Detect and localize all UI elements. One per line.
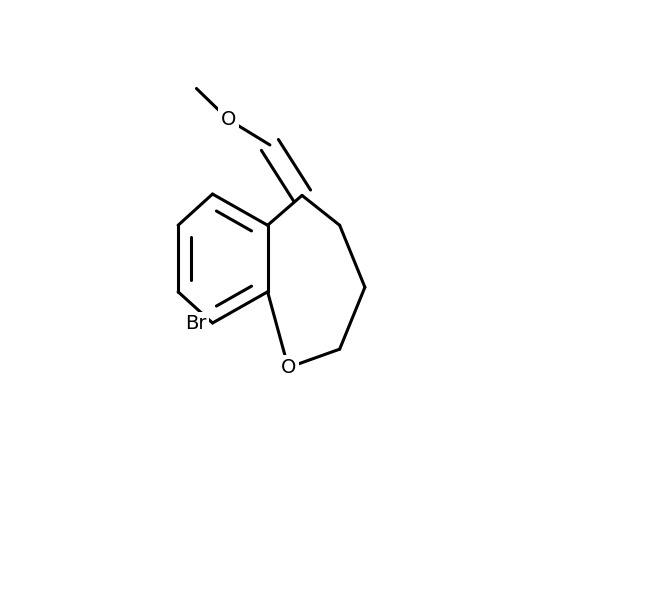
Text: O: O [221, 110, 236, 129]
Text: Br: Br [186, 313, 207, 333]
Text: O: O [280, 358, 296, 377]
